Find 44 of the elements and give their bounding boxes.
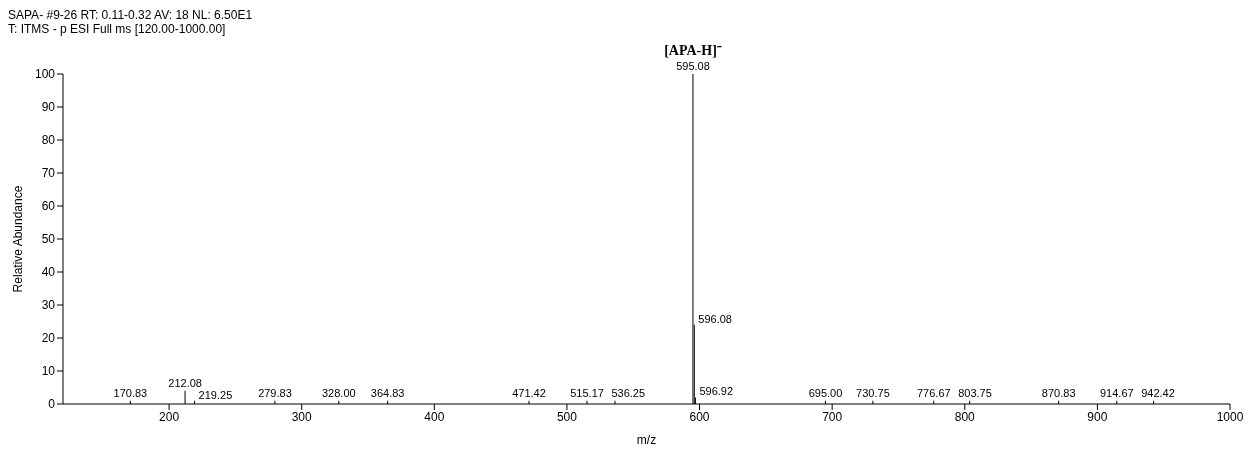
x-tick-label: 700 (822, 409, 843, 424)
annotation: 212.08 (168, 376, 202, 389)
chart-subtitle: T: ITMS - p ESI Full ms [120.00-1000.00] (8, 22, 227, 36)
annotation: 776.67 (917, 386, 951, 399)
y-tick-label: 40 (41, 265, 56, 280)
x-tick-label: 800 (954, 409, 976, 424)
y-axis-title: Relative Abundance (11, 185, 26, 293)
y-tick-label: 20 (41, 331, 56, 346)
y-tick-label: 70 (41, 166, 56, 181)
annotation: 596.08 (698, 312, 732, 325)
annotation: 695.00 (808, 386, 843, 399)
annotation: [APA-H]⁻ (664, 43, 722, 58)
annotation: 219.25 (198, 388, 233, 401)
x-axis-title: m/z (636, 433, 657, 447)
y-tick-label: 90 (41, 100, 56, 115)
x-tick-label: 200 (159, 409, 180, 424)
y-tick-label: 80 (41, 133, 56, 148)
annotation: 471.42 (512, 386, 546, 399)
y-tick-label: 60 (41, 199, 56, 214)
annotation: 870.83 (1041, 386, 1076, 399)
y-tick-label: 100 (34, 67, 56, 82)
x-tick-label: 600 (689, 409, 710, 424)
chart-title: SAPA- #9-26 RT: 0.11-0.32 AV: 18 NL: 6.50E1 (8, 8, 254, 22)
annotation: 914.67 (1100, 386, 1134, 399)
x-tick-label: 300 (291, 409, 313, 424)
annotation: 515.17 (570, 386, 604, 399)
y-tick-label: 30 (41, 298, 56, 313)
annotation: 942.42 (1141, 386, 1175, 399)
annotation: 279.83 (258, 386, 292, 399)
annotation: 170.83 (113, 386, 148, 399)
annotation: 595.08 (676, 60, 710, 72)
annotation: 364.83 (370, 386, 405, 399)
y-tick-label: 50 (41, 232, 56, 247)
annotation: 536.25 (611, 386, 646, 399)
x-tick-label: 400 (424, 409, 445, 424)
annotation: 803.75 (958, 386, 992, 399)
y-tick-label: 10 (41, 364, 56, 379)
x-tick-label: 500 (556, 409, 578, 424)
annotation: 596.92 (699, 385, 734, 398)
x-tick-label: 1000 (1216, 409, 1244, 424)
annotation: 328.00 (322, 386, 356, 399)
y-tick-label: 0 (48, 397, 56, 412)
annotation: 730.75 (856, 386, 890, 399)
x-tick-label: 900 (1087, 409, 1108, 424)
